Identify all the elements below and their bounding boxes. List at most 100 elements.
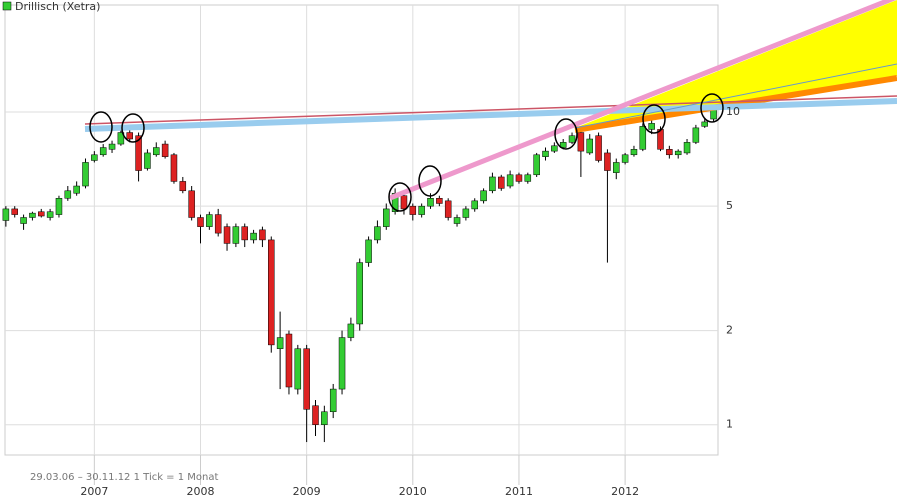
candle-body: [374, 226, 381, 241]
marker-circle: [121, 113, 145, 143]
candle-body: [462, 208, 470, 218]
candle-body: [117, 132, 125, 145]
candle-body: [356, 262, 363, 325]
candle-body: [533, 154, 540, 176]
candle-body: [515, 174, 523, 182]
candle-body: [613, 162, 620, 173]
candle-body: [427, 198, 434, 207]
candle-body: [559, 142, 567, 148]
candle-body: [329, 388, 337, 413]
trendline: [84, 95, 897, 125]
candle-body: [391, 192, 399, 212]
candle-body: [2, 208, 10, 221]
candle-body: [206, 214, 213, 227]
marker-circle: [418, 165, 442, 197]
candle-body: [577, 132, 585, 152]
candle-body: [498, 176, 505, 189]
candle-body: [471, 200, 478, 210]
candle-body: [38, 211, 45, 217]
marker-circle: [89, 111, 113, 143]
candle-body: [232, 226, 240, 244]
candle-body: [409, 205, 417, 215]
candle-body: [586, 138, 593, 154]
marker-circle: [642, 104, 666, 134]
candle-body: [365, 239, 372, 263]
candle-body: [99, 147, 107, 156]
fan-area: [575, 0, 897, 128]
candle-body: [197, 217, 204, 227]
candle-body: [338, 337, 346, 390]
trendline: [389, 0, 897, 201]
candles: [2, 106, 717, 443]
y-tick-label: 1: [726, 418, 733, 431]
marker-circle: [700, 93, 724, 123]
candle-body: [214, 214, 222, 234]
trendlines: [84, 0, 897, 201]
candle-body: [135, 135, 142, 171]
legend-swatch: [2, 1, 12, 11]
candle-body: [604, 152, 611, 171]
candle-body: [321, 411, 328, 425]
marker-circle: [554, 118, 578, 150]
candle-body: [188, 190, 195, 218]
marker-circle: [388, 182, 412, 212]
candle-body: [489, 176, 496, 192]
circles: [89, 93, 724, 212]
candle-body: [674, 150, 682, 156]
candle-body: [683, 142, 691, 154]
candle-body: [179, 181, 187, 192]
candle-body: [347, 323, 355, 338]
candle-body: [568, 135, 576, 143]
candle-body: [701, 121, 708, 127]
candle-body: [11, 208, 18, 215]
candle-body: [161, 143, 169, 157]
x-tick-label: 2007: [80, 485, 108, 498]
candle-body: [444, 200, 452, 218]
candle-body: [621, 154, 629, 163]
candle-body: [639, 126, 647, 150]
candle-body: [542, 150, 549, 157]
candle-body: [294, 348, 302, 390]
candle-body: [595, 135, 602, 161]
x-tick-label: 2009: [293, 485, 321, 498]
candle-body: [480, 190, 487, 202]
x-tick-label: 2008: [187, 485, 215, 498]
candle-body: [524, 174, 532, 182]
x-tick-label: 2010: [399, 485, 427, 498]
candle-body: [108, 143, 116, 150]
y-tick-label: 2: [726, 324, 733, 337]
y-tick-label: 5: [726, 199, 733, 212]
trendline: [84, 98, 897, 132]
candle-body: [666, 149, 673, 156]
candle-body: [126, 132, 133, 140]
candle-body: [630, 149, 638, 156]
candle-body: [285, 333, 293, 388]
grid: [5, 5, 718, 485]
candle-body: [506, 174, 514, 187]
y-tick-label: 10: [726, 105, 740, 118]
candle-body: [259, 229, 266, 241]
candle-body: [170, 154, 178, 182]
candle-body: [153, 147, 160, 156]
candle-body: [400, 195, 408, 210]
candle-body: [551, 145, 558, 152]
candle-body: [383, 208, 390, 227]
x-tick-label: 2012: [611, 485, 639, 498]
candle-body: [303, 348, 310, 410]
candle-body: [73, 185, 80, 194]
x-tick-label: 2011: [505, 485, 533, 498]
trendline: [574, 63, 897, 129]
candle-body: [241, 226, 248, 241]
candle-body: [453, 217, 461, 224]
candle-body: [436, 198, 443, 204]
candle-body: [82, 162, 89, 187]
candle-body: [55, 198, 63, 215]
candle-body: [223, 226, 231, 244]
candle-body: [20, 217, 27, 224]
candle-body: [648, 123, 655, 130]
footer: 29.03.06 – 30.11.12 1 Tick = 1 Monat: [30, 472, 218, 483]
candle-body: [29, 212, 36, 218]
labels: 1 2 5 10 2007 2008 2009 2010 2011 2012: [80, 105, 740, 498]
candle-body: [692, 127, 700, 143]
